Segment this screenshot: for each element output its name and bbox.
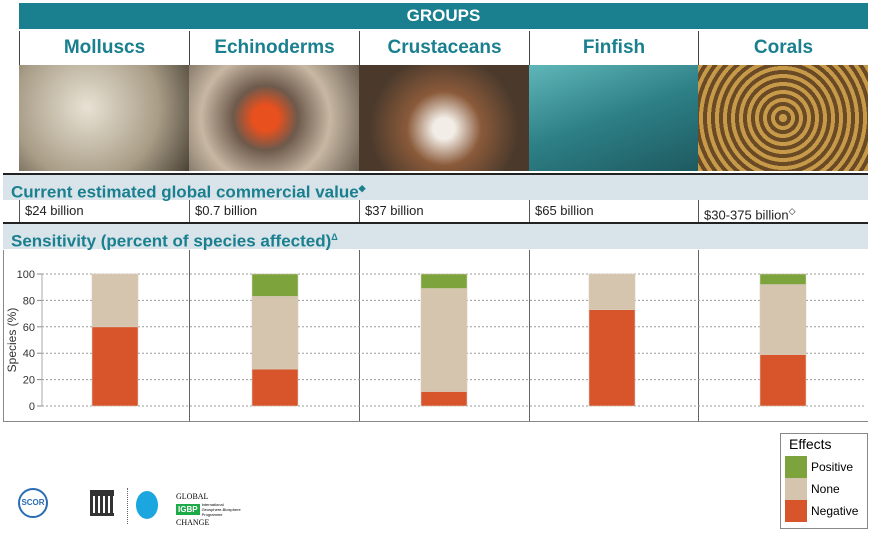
sensitivity-section-header: Sensitivity (percent of species affected… (3, 222, 868, 251)
group-header-corals: Corals (698, 31, 868, 65)
value-section-header: Current estimated global commercial valu… (3, 173, 868, 202)
legend-swatch-negative (785, 500, 807, 522)
chart-border-left (3, 250, 4, 422)
crustaceans-photo (359, 65, 529, 171)
value-text: $65 billion (535, 203, 594, 218)
igbp-change: CHANGE (176, 518, 210, 527)
y-axis-label: Species (%) (5, 308, 19, 373)
value-text: $0.7 billion (195, 203, 258, 218)
legend-label-none: None (811, 482, 840, 496)
value-text: $37 billion (365, 203, 424, 218)
bar-echinoderms-positive (251, 273, 299, 297)
value-echinoderms: $0.7 billion (189, 200, 359, 222)
diamond-mark: ◆ (358, 183, 366, 193)
scor-logo: SCOR (18, 488, 48, 518)
echinoderms-photo (189, 65, 359, 171)
igbp-logo: GLOBAL IGBP International Geosphere-Biosp… (176, 491, 242, 528)
legend-label-positive: Positive (811, 460, 854, 474)
bar-corals-positive (759, 273, 807, 285)
y-tick-label: 100 (17, 269, 35, 281)
bar-crustaceans-none (420, 288, 468, 392)
igbp-mark: IGBP (176, 504, 200, 515)
legend: Effects Positive None Negative (780, 433, 868, 529)
group-header-echinoderms: Echinoderms (189, 31, 359, 65)
bar-echinoderms-negative (251, 368, 299, 407)
bar-echinoderms-none (251, 296, 299, 370)
bar-corals-none (759, 284, 807, 355)
igbp-name: International Geosphere-Biosphere Progra… (201, 502, 241, 517)
bar-finfish-none (588, 273, 636, 310)
molluscs-photo (19, 65, 189, 171)
legend-label-negative: Negative (811, 504, 859, 518)
finfish-photo (529, 65, 698, 171)
bar-corals-negative (759, 354, 807, 407)
value-corals: $30-375 billion◇ (698, 200, 868, 222)
bar-crustaceans-negative (420, 391, 468, 407)
y-tick-label: 40 (23, 348, 35, 360)
bar-finfish-negative (588, 309, 636, 407)
corals-photo (698, 65, 868, 171)
value-crustaceans: $37 billion (359, 200, 529, 222)
unesco-logo (90, 490, 114, 516)
sensitivity-chart: 0 20 40 60 80 100 Species (%) (5, 269, 866, 413)
column-divider (359, 250, 360, 422)
bar-crustaceans-positive (420, 273, 468, 289)
group-header-finfish: Finfish (529, 31, 698, 65)
value-text: $30-375 billion (704, 207, 789, 223)
open-diamond-mark: ◇ (788, 206, 796, 216)
y-tick-label: 0 (29, 401, 35, 413)
value-finfish: $65 billion (529, 200, 698, 222)
legend-swatch-none (785, 478, 807, 500)
bar-molluscs-negative (91, 326, 139, 407)
scor-text: SCOR (21, 498, 45, 507)
y-tick-label: 20 (23, 375, 35, 387)
column-divider (529, 250, 530, 422)
sensitivity-label: Sensitivity (percent of species affected… (11, 231, 332, 251)
group-header-crustaceans: Crustaceans (359, 31, 529, 65)
delta-mark: Δ (331, 232, 338, 242)
column-divider (698, 250, 699, 422)
y-tick-label: 80 (23, 295, 35, 307)
column-divider (189, 250, 190, 422)
value-text: $24 billion (25, 203, 84, 218)
value-label: Current estimated global commercial valu… (11, 182, 359, 202)
chart-border-bottom (3, 421, 868, 422)
group-header-molluscs: Molluscs (19, 31, 189, 65)
y-tick-label: 60 (23, 322, 35, 334)
igbp-global: GLOBAL (176, 492, 209, 501)
ioc-logo (136, 491, 158, 519)
legend-title: Effects (789, 436, 832, 452)
logo-divider (127, 488, 128, 524)
groups-title: GROUPS (19, 3, 868, 29)
legend-swatch-positive (785, 456, 807, 478)
bar-molluscs-none (91, 273, 139, 328)
value-molluscs: $24 billion (19, 200, 189, 222)
